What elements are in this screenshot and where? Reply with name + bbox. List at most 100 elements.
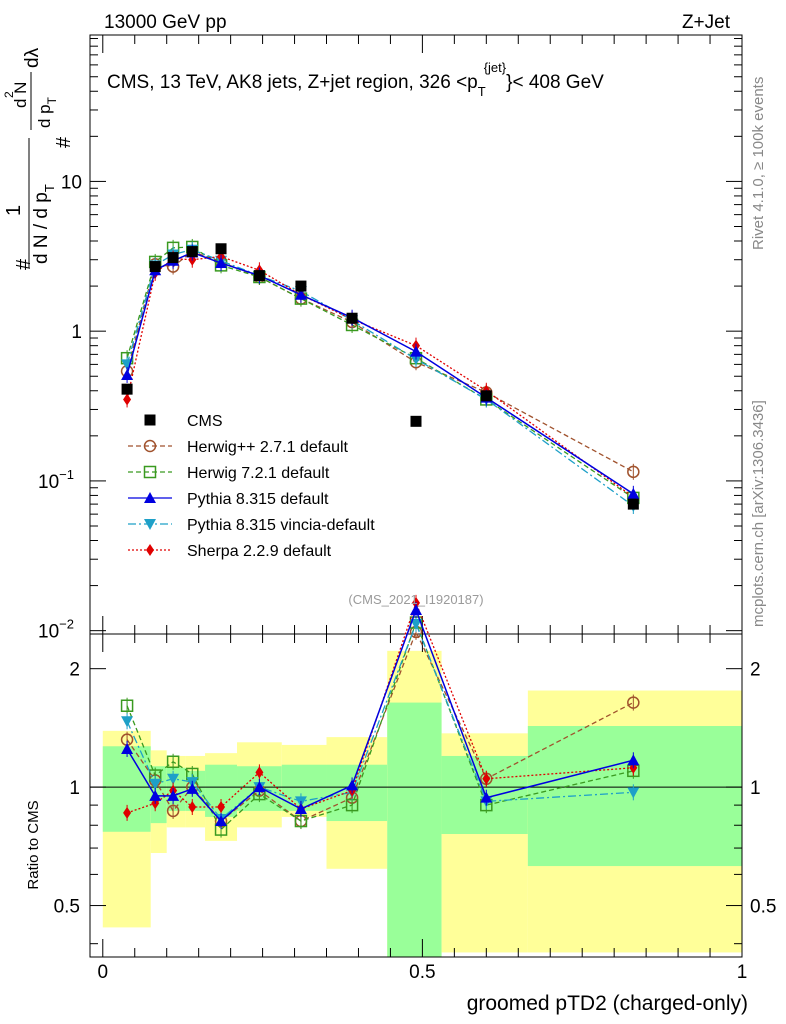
ratio-point-sherpa xyxy=(123,806,132,819)
main-y-tick-exponent: −2 xyxy=(59,617,74,632)
main-point-cms xyxy=(167,252,179,264)
legend-label-pythia: Pythia 8.315 default xyxy=(187,491,329,508)
ratio-point-pythia xyxy=(627,754,640,766)
main-point-pythia xyxy=(627,487,640,499)
ratio-point-vincia xyxy=(149,778,162,790)
main-point-herwigpp xyxy=(627,465,640,479)
ratio-point-pythia xyxy=(149,789,162,801)
ratio-point-pythia xyxy=(186,782,199,794)
ylabel-den-sub: T xyxy=(42,184,57,192)
main-point-cms xyxy=(215,243,227,255)
legend-marker-sherpa xyxy=(146,544,154,556)
ratio-point-pythia xyxy=(215,815,228,827)
ylabel-num-den-sub: T xyxy=(45,96,59,104)
ratio-y-tick-label-left-0: 2 xyxy=(69,660,80,681)
rivet-label: Rivet 4.1.0, ≥ 100k events xyxy=(750,77,767,250)
ratio-point-pythia xyxy=(121,742,134,754)
ratio-point-pythia xyxy=(346,779,359,791)
ratio-y-tick-label-right-2: 0.5 xyxy=(750,897,776,918)
main-y-tick-base: 10 xyxy=(38,622,59,643)
ylabel-num-text: d N xyxy=(11,82,30,108)
main-y-axis-label: # 1 d N / d pT # d N 2 d pT dλ xyxy=(2,47,75,270)
main-point-pythia xyxy=(215,257,228,269)
legend-marker-vincia xyxy=(144,519,156,530)
ratio-point-herwigpp xyxy=(166,804,180,818)
legend-label-herwigpp: Herwig++ 2.7.1 default xyxy=(187,439,349,456)
main-line-herwig7 xyxy=(126,246,634,499)
main-point-cms xyxy=(627,498,639,510)
ratio-point-pythia xyxy=(294,802,307,814)
ylabel-one: 1 xyxy=(3,205,25,216)
ylabel-num-den: d pT xyxy=(35,96,59,128)
main-point-cms xyxy=(121,383,133,395)
ratio-point-sherpa xyxy=(255,766,264,779)
legend-marker-herwigpp xyxy=(143,439,157,453)
ratio-y-tick-label-right-1: 1 xyxy=(750,778,761,799)
ratio-point-sherpa xyxy=(482,772,491,785)
ratio-point-herwigpp xyxy=(627,696,640,709)
analysis-watermark: (CMS_2021_I1920187) xyxy=(348,592,483,607)
green-band-8 xyxy=(387,702,442,957)
ratio-point-pythia xyxy=(410,603,422,615)
x-axis-label: groomed pTD2 (charged-only) xyxy=(467,992,748,1015)
green-band-6 xyxy=(281,764,327,811)
ratio-point-pythia xyxy=(253,781,266,793)
ratio-point-pythia xyxy=(480,791,493,803)
header-left: 13000 GeV pp xyxy=(104,12,227,33)
main-line-sherpa xyxy=(126,255,634,498)
ylabel-den: d N / d pT xyxy=(31,184,57,264)
legend: CMS Herwig++ 2.7.1 default Herwig 7.2.1 de… xyxy=(128,413,375,560)
ratio-uncertainty-bands xyxy=(90,650,742,957)
ratio-point-vincia xyxy=(121,716,134,728)
main-y-tick-base: 10 xyxy=(38,472,59,493)
main-point-vincia xyxy=(410,354,422,366)
ratio-point-vincia xyxy=(167,773,180,785)
legend-marker-herwig7 xyxy=(143,465,157,479)
legend-label-sherpa: Sherpa 2.2.9 default xyxy=(187,543,332,560)
x-tick-label-0: 0 xyxy=(97,962,108,983)
ratio-point-sherpa xyxy=(217,801,226,814)
main-y-tick-label-1: 1 xyxy=(71,322,82,343)
main-y-tick-label-3: 10−2 xyxy=(38,617,74,643)
main-point-cms xyxy=(186,246,198,258)
main-point-pythia xyxy=(121,368,134,380)
main-point-cms xyxy=(410,415,422,427)
main-point-cms xyxy=(149,261,161,273)
ylabel-num-hash: # xyxy=(53,136,75,148)
plot-title-sub: T xyxy=(478,84,486,99)
main-point-cms xyxy=(480,390,492,402)
main-point-cms xyxy=(253,270,265,282)
main-y-tick-exponent: −1 xyxy=(59,467,74,482)
legend-label-herwig7: Herwig 7.2.1 default xyxy=(187,465,330,482)
green-band-10 xyxy=(527,725,742,867)
ratio-panel-series xyxy=(120,594,640,838)
plot-title-sup: {jet} xyxy=(484,60,507,75)
main-y-tick-label-2: 10−1 xyxy=(38,467,74,493)
legend-label-cms: CMS xyxy=(187,413,223,430)
ylabel-num: d N xyxy=(11,82,30,108)
main-point-pythia xyxy=(294,288,307,300)
plot-title-main: CMS, 13 TeV, AK8 jets, Z+jet region, 326… xyxy=(107,72,478,93)
main-panel-series xyxy=(120,238,640,514)
main-y-tick-label-0: 10 xyxy=(61,172,82,193)
mcplots-label: mcplots.cern.ch [arXiv:1306.3436] xyxy=(750,400,767,627)
ratio-y-tick-label-left-1: 1 xyxy=(69,778,80,799)
plot-title-tail: }< 408 GeV xyxy=(506,72,604,93)
ratio-y-tick-label-left-2: 0.5 xyxy=(54,897,80,918)
main-point-pythia xyxy=(410,345,422,357)
ylabel-num-sup: 2 xyxy=(2,91,16,98)
ratio-y-axis-label: Ratio to CMS xyxy=(25,800,42,889)
x-tick-label-2: 1 xyxy=(737,962,748,983)
header-right: Z+Jet xyxy=(682,12,731,33)
main-line-pythia xyxy=(126,251,634,495)
ratio-point-sherpa xyxy=(188,801,197,814)
main-point-sherpa xyxy=(123,393,132,406)
x-tick-label-1: 0.5 xyxy=(409,962,435,983)
ratio-point-herwig7 xyxy=(120,699,134,712)
ratio-point-vincia xyxy=(410,618,422,630)
ratio-y-tick-label-right-0: 2 xyxy=(750,660,761,681)
ylabel-num-den-text: d p xyxy=(35,104,54,128)
ratio-point-herwig7 xyxy=(166,755,180,769)
